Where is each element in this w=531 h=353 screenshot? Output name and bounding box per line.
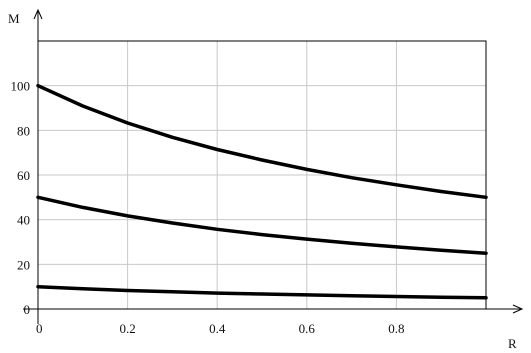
- y-axis-arrow-icon: [33, 8, 43, 20]
- y-tick-label: 20: [17, 257, 30, 272]
- x-tick-label: 0.2: [119, 321, 135, 336]
- x-tick-label: 0.6: [299, 321, 316, 336]
- tick-labels: 0 20 40 60 80 100 0 0.2 0.4 0.6 0.8: [11, 79, 405, 336]
- y-tick-label: 0: [24, 302, 31, 317]
- y-tick-label: 60: [17, 168, 30, 183]
- grid: [38, 41, 486, 309]
- x-tick-label: 0: [36, 321, 43, 336]
- y-axis-label: M: [8, 11, 20, 26]
- y-tick-label: 40: [17, 213, 30, 228]
- x-axis-label: R: [508, 336, 517, 351]
- x-axis-arrow-icon: [512, 304, 524, 314]
- axes: [23, 8, 524, 324]
- series-group: [36, 83, 488, 300]
- x-tick-label: 0.4: [209, 321, 226, 336]
- series-line-3: [36, 284, 488, 300]
- y-tick-label: 80: [17, 123, 30, 138]
- series-line-1: [36, 83, 488, 200]
- x-tick-label: 0.8: [388, 321, 404, 336]
- series-line-2: [36, 195, 488, 255]
- y-tick-label: 100: [11, 79, 31, 94]
